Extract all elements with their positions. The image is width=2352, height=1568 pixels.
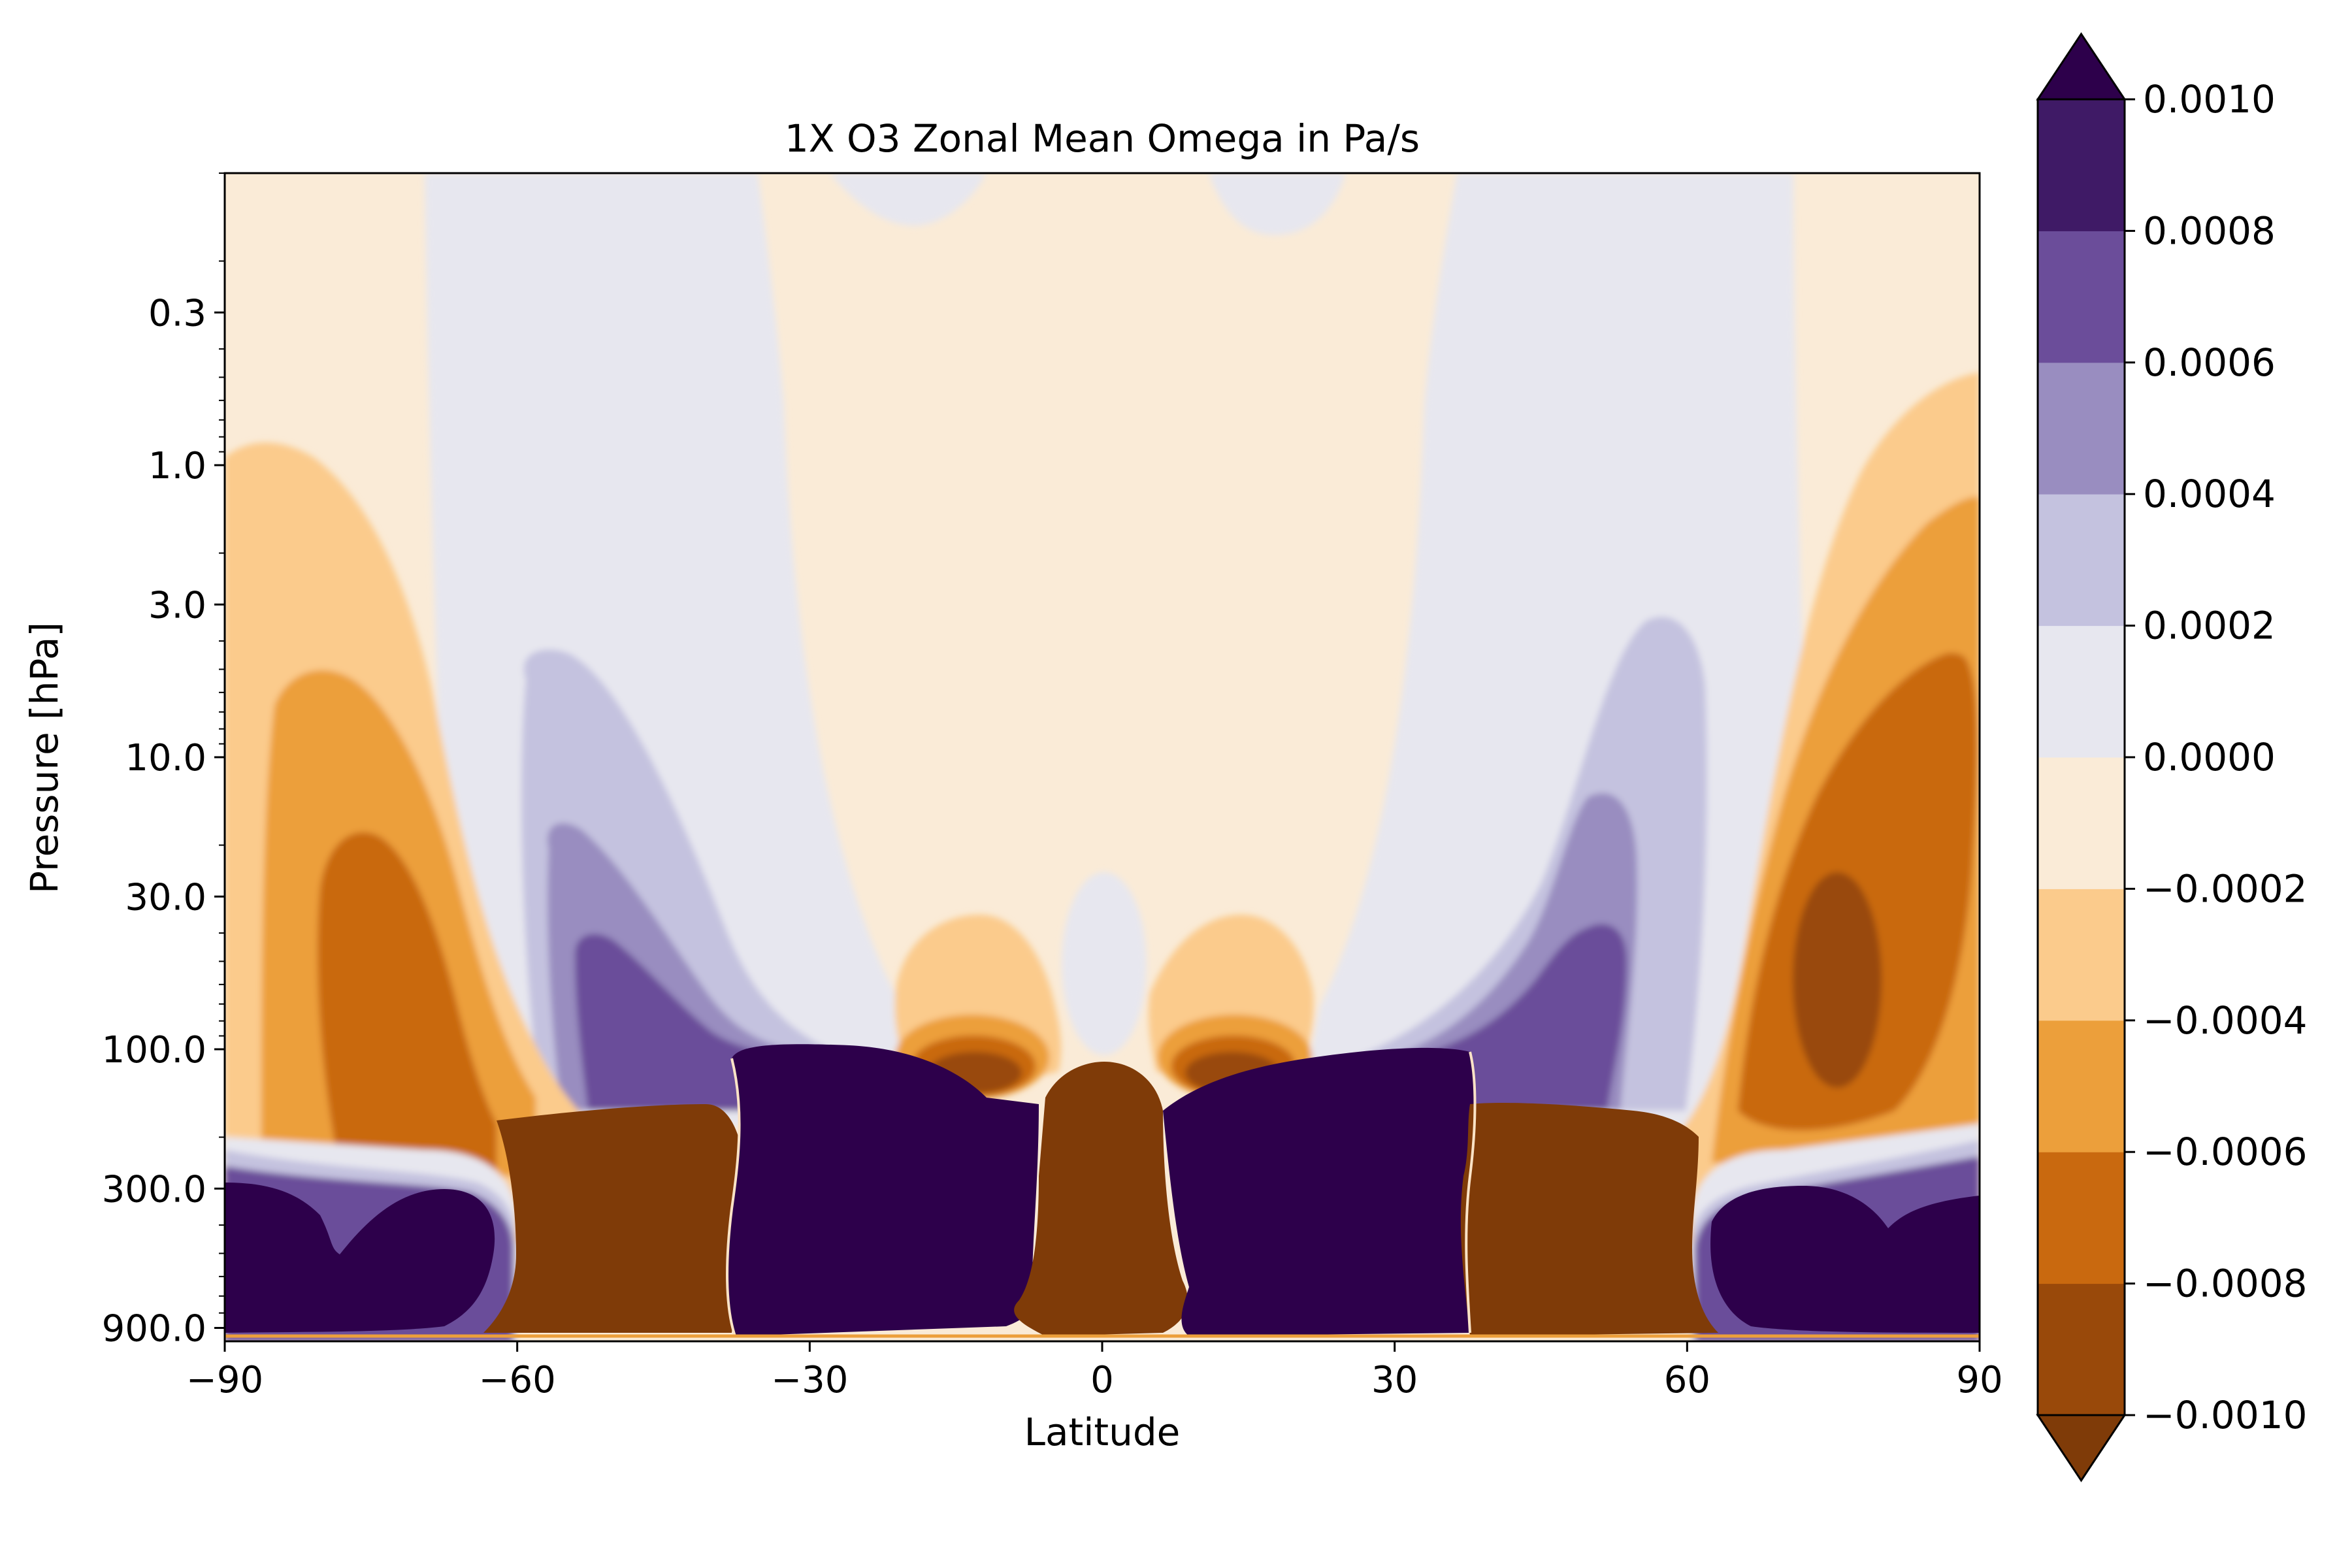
y-tick-label: 0.3 [148,292,206,335]
colorbar-segment [2038,1020,2125,1152]
contour-trop-south-midlat-neg [483,1104,747,1333]
colorbar-tick-label: −0.0006 [2143,1130,2308,1174]
y-tick-label: 10.0 [125,737,206,779]
colorbar-segment [2038,757,2125,889]
y-tick-label: 30.0 [125,876,206,919]
y-tick-label: 900.0 [102,1308,206,1350]
contour-lvl4-south [575,934,784,1111]
x-tick-label: 90 [1956,1359,2002,1401]
colorbar: −0.0010 −0.0008 −0.0006 −0.0004 −0.0002 0.000… [2036,32,2308,1482]
x-tick-label: 30 [1371,1359,1418,1401]
x-axis: −90 −60 −30 0 30 60 90 Latitude [186,1341,2003,1454]
colorbar-segment [2038,99,2125,231]
x-tick-label: 60 [1664,1359,1710,1401]
colorbar-segment [2038,1283,2125,1416]
colorbar-tick-label: 0.0002 [2143,604,2276,648]
colorbar-segment [2038,625,2125,758]
colorbar-segment [2038,1152,2125,1284]
colorbar-extend-min [2036,1414,2127,1482]
contour-pos-top-north [1209,173,1346,235]
colorbar-tick-label: 0.0010 [2143,77,2276,122]
contour-pos-equator-cell [1062,872,1147,1055]
contour-trop-north-polar-pos [1710,1186,1980,1333]
colorbar-segment [2038,231,2125,363]
y-tick-label: 300.0 [102,1168,206,1211]
colorbar-extend-max [2036,32,2127,101]
x-tick-label: −60 [479,1359,556,1401]
y-axis-label: Pressure [hPa] [22,622,67,894]
contour-field [225,173,1980,1341]
y-axis: 0.3 1.0 3.0 10.0 30.0 100.0 300.0 900.0 Pressur… [22,172,225,1350]
y-tick-label: 3.0 [148,584,206,627]
colorbar-tick-label: −0.0010 [2143,1393,2308,1437]
y-tick-label: 100.0 [102,1029,206,1071]
colorbar-segment [2038,889,2125,1021]
chart-title: 1X O3 Zonal Mean Omega in Pa/s [785,116,1420,161]
contour-trop-south-subtrop-pos [727,1044,1039,1336]
contour-trop-north-subtrop-pos [1163,1047,1475,1336]
contour-trop-north-midlat-neg [1460,1103,1718,1336]
x-tick-label: −90 [186,1359,263,1401]
contour-neg3-south-pole [318,832,497,1169]
contour-pos-top-south [830,173,987,226]
y-tick-label: 1.0 [148,445,206,487]
contour-neg4-north-pole [1793,872,1882,1088]
colorbar-tick-label: 0.0006 [2143,340,2276,385]
colorbar-tick-label: −0.0004 [2143,998,2308,1043]
colorbar-tick-label: −0.0002 [2143,866,2308,911]
contour-trop-south-polar-pos [225,1183,495,1333]
x-tick-label: 0 [1090,1359,1114,1401]
x-axis-label: Latitude [1024,1410,1181,1454]
contour-edge-highlights [726,1051,1477,1337]
contour-trop-equator-neg [1014,1062,1188,1336]
colorbar-tick-label: 0.0008 [2143,208,2276,253]
colorbar-tick-label: 0.0004 [2143,472,2276,516]
colorbar-segment [2038,494,2125,627]
colorbar-tick-label: 0.0000 [2143,735,2276,779]
colorbar-tick-label: −0.0008 [2143,1262,2308,1306]
troposphere-cells [225,1044,1980,1338]
x-tick-label: −30 [771,1359,848,1401]
colorbar-segment [2038,362,2125,495]
